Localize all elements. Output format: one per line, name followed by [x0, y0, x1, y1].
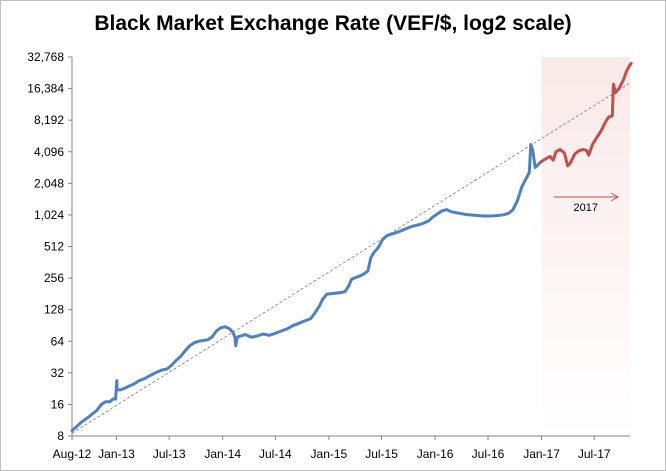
x-tick-label: Jul-17	[578, 447, 611, 461]
x-tick-label: Jan-16	[417, 447, 454, 461]
x-tick-label: Jan-17	[523, 447, 560, 461]
x-tick-label: Jul-13	[153, 447, 186, 461]
x-tick-label: Aug-12	[53, 447, 92, 461]
y-tick-label: 32,768	[27, 50, 64, 64]
y-tick-label: 8	[57, 429, 64, 443]
highlight-region-2017	[541, 57, 630, 436]
y-tick-label: 256	[44, 271, 64, 285]
y-tick-label: 128	[44, 303, 64, 317]
y-tick-label: 16,384	[27, 82, 64, 96]
y-tick-label: 64	[51, 334, 65, 348]
annotation-label: 2017	[574, 202, 598, 214]
x-tick-label: Jul-14	[259, 447, 292, 461]
x-tick-label: Jan-14	[204, 447, 241, 461]
x-tick-label: Jan-13	[98, 447, 135, 461]
annotation-arrowhead	[610, 192, 620, 202]
x-tick-label: Jul-16	[472, 447, 505, 461]
y-tick-label: 512	[44, 240, 64, 254]
x-tick-label: Jan-15	[311, 447, 348, 461]
y-tick-label: 8,192	[34, 113, 64, 127]
series-line-2017	[539, 61, 633, 168]
y-tick-label: 32	[51, 366, 65, 380]
y-tick-label: 4,096	[34, 145, 64, 159]
y-tick-label: 2,048	[34, 176, 64, 190]
y-tick-label: 1,024	[34, 208, 64, 222]
series-line-pre-2017	[70, 143, 543, 433]
y-tick-label: 16	[51, 397, 65, 411]
x-tick-label: Jul-15	[365, 447, 398, 461]
chart-title: Black Market Exchange Rate (VEF/$, log2 …	[94, 12, 572, 35]
